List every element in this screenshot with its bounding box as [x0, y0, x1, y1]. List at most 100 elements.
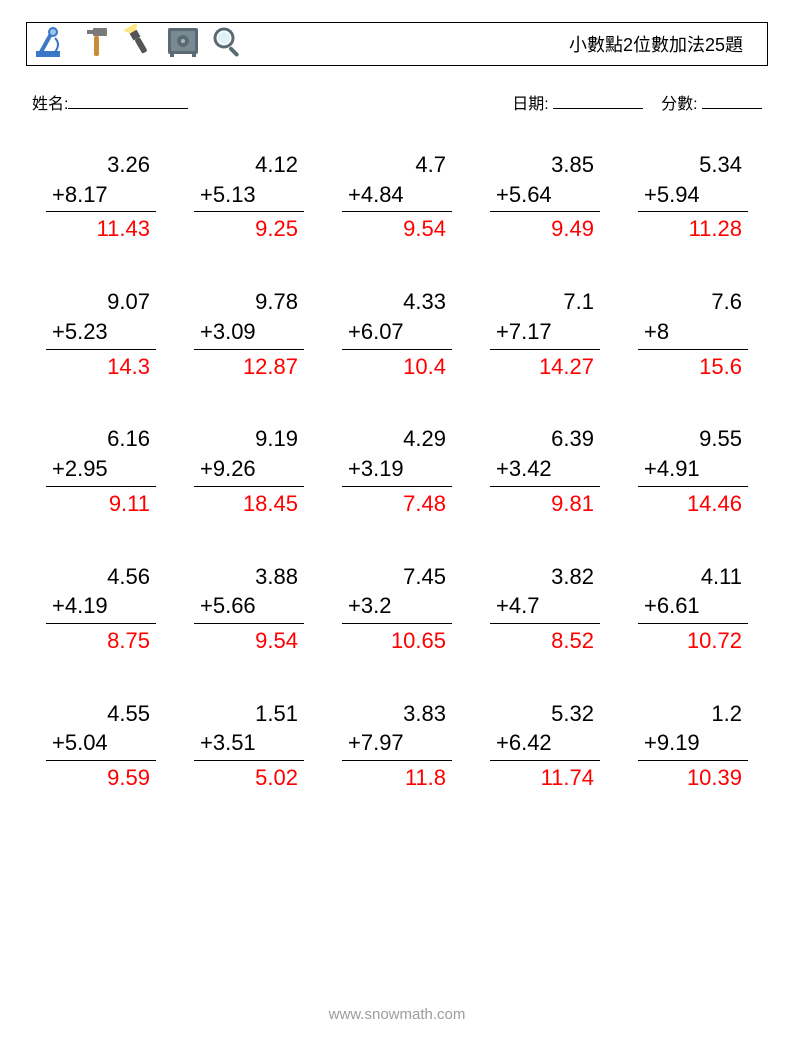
operand-top: 3.88: [194, 562, 304, 592]
answer: 11.8: [342, 761, 452, 794]
problem: 4.33+6.0710.4: [342, 287, 452, 382]
answer: 14.3: [46, 350, 156, 383]
operand-bottom: +5.64: [490, 180, 600, 213]
operand-bottom: +7.97: [342, 728, 452, 761]
microscope-icon: [33, 24, 69, 65]
problem: 6.16+2.959.11: [46, 424, 156, 519]
operand-top: 3.26: [46, 150, 156, 180]
operand-top: 5.34: [638, 150, 748, 180]
operand-top: 4.33: [342, 287, 452, 317]
score-label: 分數:: [661, 96, 697, 113]
operand-top: 7.45: [342, 562, 452, 592]
operand-bottom: +4.7: [490, 591, 600, 624]
operand-bottom: +2.95: [46, 454, 156, 487]
problem: 4.56+4.198.75: [46, 562, 156, 657]
operand-top: 3.85: [490, 150, 600, 180]
problem: 4.55+5.049.59: [46, 699, 156, 794]
answer: 10.65: [342, 624, 452, 657]
operand-top: 6.16: [46, 424, 156, 454]
name-line: [68, 94, 188, 109]
operand-bottom: +3.51: [194, 728, 304, 761]
operand-bottom: +5.66: [194, 591, 304, 624]
answer: 11.43: [46, 212, 156, 245]
operand-top: 5.32: [490, 699, 600, 729]
problem: 4.12+5.139.25: [194, 150, 304, 245]
operand-top: 9.78: [194, 287, 304, 317]
operand-top: 4.12: [194, 150, 304, 180]
answer: 14.27: [490, 350, 600, 383]
problem-row: 4.56+4.198.75 3.88+5.669.54 7.45+3.210.65 3…: [46, 562, 748, 657]
date-field: 日期:: [512, 90, 643, 114]
operand-top: 9.19: [194, 424, 304, 454]
operand-top: 1.2: [638, 699, 748, 729]
footer-text: www.snowmath.com: [0, 1006, 794, 1023]
answer: 15.6: [638, 350, 748, 383]
operand-bottom: +6.61: [638, 591, 748, 624]
operand-top: 7.6: [638, 287, 748, 317]
answer: 8.75: [46, 624, 156, 657]
answer: 10.39: [638, 761, 748, 794]
problem: 7.45+3.210.65: [342, 562, 452, 657]
answer: 9.54: [342, 212, 452, 245]
problem-row: 9.07+5.2314.3 9.78+3.0912.87 4.33+6.0710.4…: [46, 287, 748, 382]
date-label: 日期:: [512, 96, 548, 113]
problem: 4.7+4.849.54: [342, 150, 452, 245]
problem: 3.82+4.78.52: [490, 562, 600, 657]
header-box: 小數點2位數加法25題: [26, 22, 768, 66]
answer: 9.25: [194, 212, 304, 245]
operand-bottom: +5.13: [194, 180, 304, 213]
problem: 7.6+815.6: [638, 287, 748, 382]
operand-top: 4.29: [342, 424, 452, 454]
answer: 10.72: [638, 624, 748, 657]
magnifier-icon: [209, 24, 245, 65]
operand-bottom: +3.2: [342, 591, 452, 624]
operand-bottom: +5.94: [638, 180, 748, 213]
operand-bottom: +9.19: [638, 728, 748, 761]
operand-bottom: +5.04: [46, 728, 156, 761]
worksheet-title: 小數點2位數加法25題: [569, 31, 759, 57]
answer: 8.52: [490, 624, 600, 657]
operand-bottom: +3.09: [194, 317, 304, 350]
operand-bottom: +4.91: [638, 454, 748, 487]
operand-top: 9.55: [638, 424, 748, 454]
problem: 3.83+7.9711.8: [342, 699, 452, 794]
answer: 9.81: [490, 487, 600, 520]
date-line: [553, 94, 643, 109]
answer: 14.46: [638, 487, 748, 520]
answer: 9.11: [46, 487, 156, 520]
icon-row: [33, 24, 245, 65]
operand-bottom: +3.42: [490, 454, 600, 487]
problem: 1.51+3.515.02: [194, 699, 304, 794]
operand-top: 4.11: [638, 562, 748, 592]
answer: 12.87: [194, 350, 304, 383]
operand-bottom: +3.19: [342, 454, 452, 487]
name-field: 姓名:: [32, 90, 188, 114]
problem-row: 4.55+5.049.59 1.51+3.515.02 3.83+7.9711.8 5…: [46, 699, 748, 794]
problem: 4.11+6.6110.72: [638, 562, 748, 657]
problem: 3.26+8.1711.43: [46, 150, 156, 245]
problem: 7.1+7.1714.27: [490, 287, 600, 382]
problem: 3.88+5.669.54: [194, 562, 304, 657]
operand-top: 7.1: [490, 287, 600, 317]
problem: 9.78+3.0912.87: [194, 287, 304, 382]
operand-bottom: +4.84: [342, 180, 452, 213]
problem: 5.32+6.4211.74: [490, 699, 600, 794]
safe-icon: [165, 24, 201, 65]
operand-bottom: +9.26: [194, 454, 304, 487]
answer: 11.28: [638, 212, 748, 245]
answer: 5.02: [194, 761, 304, 794]
operand-bottom: +8.17: [46, 180, 156, 213]
operand-top: 9.07: [46, 287, 156, 317]
operand-top: 3.82: [490, 562, 600, 592]
score-line: [702, 94, 762, 109]
operand-top: 4.56: [46, 562, 156, 592]
operand-top: 6.39: [490, 424, 600, 454]
operand-bottom: +4.19: [46, 591, 156, 624]
problems-grid: 3.26+8.1711.43 4.12+5.139.25 4.7+4.849.54 3…: [26, 150, 768, 794]
problem: 9.19+9.2618.45: [194, 424, 304, 519]
operand-bottom: +6.42: [490, 728, 600, 761]
problem: 3.85+5.649.49: [490, 150, 600, 245]
operand-bottom: +5.23: [46, 317, 156, 350]
problem: 9.55+4.9114.46: [638, 424, 748, 519]
answer: 9.49: [490, 212, 600, 245]
